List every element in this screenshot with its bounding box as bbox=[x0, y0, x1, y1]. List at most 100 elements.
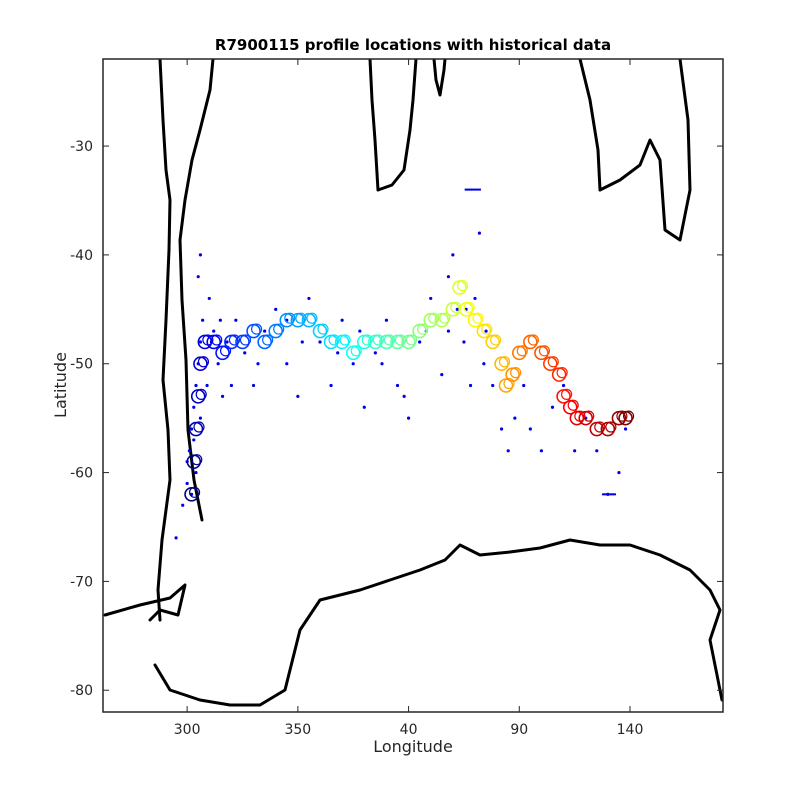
float-profile-marker bbox=[191, 454, 203, 466]
float-profile-marker bbox=[284, 312, 296, 324]
historical-profile-point bbox=[340, 318, 344, 322]
historical-profile-point bbox=[181, 503, 185, 507]
float-profile-marker bbox=[547, 356, 559, 368]
historical-profile-point bbox=[187, 449, 191, 453]
x-tick-label: 140 bbox=[617, 722, 644, 738]
historical-profile-point bbox=[351, 362, 355, 366]
float-profile-marker bbox=[306, 312, 318, 324]
x-tick-label: 350 bbox=[284, 722, 311, 738]
historical-profile-point bbox=[318, 340, 322, 344]
historical-profile-point bbox=[499, 427, 504, 431]
historical-profile-point bbox=[196, 275, 200, 279]
float-profile-marker bbox=[498, 356, 511, 368]
float-profile-marker bbox=[503, 377, 515, 390]
data-layer bbox=[174, 188, 635, 540]
historical-profile-point bbox=[617, 470, 621, 475]
historical-profile-point bbox=[477, 231, 482, 235]
historical-profile-point bbox=[451, 253, 455, 257]
historical-profile-point bbox=[212, 329, 216, 333]
historical-profile-point bbox=[198, 340, 203, 344]
y-tick-label: -70 bbox=[70, 574, 93, 590]
y-tick-label: -30 bbox=[70, 139, 93, 155]
float-profile-marker bbox=[405, 334, 418, 346]
float-profile-marker bbox=[262, 334, 274, 346]
historical-profile-point bbox=[243, 351, 247, 355]
float-profile-marker bbox=[456, 279, 469, 292]
x-tick-label: 90 bbox=[510, 722, 528, 738]
historical-profile-point bbox=[384, 318, 389, 322]
float-profile-marker bbox=[538, 345, 551, 357]
float-profile-marker bbox=[450, 301, 462, 313]
coastline-south-africa bbox=[368, 59, 418, 192]
historical-profile-point bbox=[462, 340, 466, 344]
historical-profile-point bbox=[561, 383, 566, 388]
float-profile-marker bbox=[622, 410, 635, 422]
historical-profile-point bbox=[251, 383, 256, 388]
coastline-south-america bbox=[156, 59, 172, 622]
historical-profile-point bbox=[455, 307, 459, 311]
ticks-layer: 300 350 40 90 140 -30 -40 -50 -60 -70 -80 bbox=[70, 59, 723, 738]
historical-profile-point bbox=[300, 340, 304, 344]
float-profile-marker bbox=[372, 334, 384, 346]
historical-profile-point bbox=[473, 296, 477, 301]
float-profile-marker bbox=[273, 323, 285, 335]
float-profile-marker bbox=[188, 486, 201, 498]
float-profile-marker bbox=[361, 334, 373, 346]
historical-profile-point bbox=[358, 329, 362, 333]
historical-profile-point bbox=[402, 394, 406, 398]
float-profile-marker bbox=[394, 334, 407, 346]
float-profile-marker bbox=[197, 356, 210, 368]
float-profile-marker bbox=[472, 312, 484, 324]
historical-profile-point bbox=[482, 362, 486, 366]
historical-profile-point bbox=[256, 362, 260, 366]
float-profile-marker bbox=[481, 323, 493, 335]
historical-profile-point bbox=[174, 536, 178, 540]
float-profile-marker bbox=[510, 367, 522, 379]
float-profile-marker bbox=[567, 399, 579, 411]
historical-profile-point bbox=[623, 427, 628, 431]
historical-profile-point bbox=[522, 383, 526, 388]
historical-profile-point bbox=[539, 449, 544, 453]
float-profile-marker bbox=[383, 334, 396, 346]
historical-profile-point bbox=[220, 394, 225, 398]
y-axis-label: Latitude bbox=[51, 352, 70, 418]
historical-profile-point bbox=[218, 318, 222, 322]
y-tick-label: -40 bbox=[70, 248, 93, 264]
historical-profile-point bbox=[406, 416, 411, 420]
historical-profile-point bbox=[225, 340, 229, 344]
historical-profile-point bbox=[205, 383, 209, 388]
historical-profile-point bbox=[194, 383, 198, 388]
historical-profile-point bbox=[234, 318, 238, 322]
x-tick-label: 40 bbox=[400, 722, 418, 738]
coastline-antarctic-peninsula bbox=[103, 583, 187, 622]
historical-profile-point bbox=[373, 351, 377, 355]
historical-profile-point bbox=[573, 449, 577, 453]
historical-profile-point bbox=[362, 405, 366, 409]
historical-profile-point bbox=[216, 362, 220, 366]
historical-profile-point bbox=[484, 329, 488, 333]
float-profile-marker bbox=[211, 334, 223, 346]
chart-title: R7900115 profile locations with historic… bbox=[215, 36, 611, 54]
historical-profile-point bbox=[528, 427, 532, 431]
historical-profile-point bbox=[491, 383, 495, 388]
historical-profile-point bbox=[192, 438, 196, 442]
historical-profile-point bbox=[194, 470, 198, 475]
float-profile-marker bbox=[439, 312, 451, 324]
historical-profile-point bbox=[506, 449, 510, 453]
historical-profile-point bbox=[380, 362, 384, 366]
float-profile-marker bbox=[339, 334, 351, 346]
coastline-madagascar bbox=[432, 59, 447, 97]
historical-profile-point bbox=[513, 416, 517, 420]
float-profile-marker bbox=[328, 334, 340, 346]
coastline-antarctica bbox=[153, 538, 723, 707]
float-profile-marker bbox=[605, 421, 617, 433]
float-profile-marker bbox=[583, 410, 595, 422]
historical-profile-point bbox=[429, 296, 433, 301]
historical-profile-point bbox=[440, 373, 444, 377]
float-profile-marker bbox=[193, 421, 205, 433]
historical-profile-point bbox=[468, 383, 473, 388]
y-tick-label: -60 bbox=[70, 466, 93, 482]
float-profile-marker bbox=[594, 421, 606, 433]
float-profile-marker bbox=[350, 345, 362, 357]
